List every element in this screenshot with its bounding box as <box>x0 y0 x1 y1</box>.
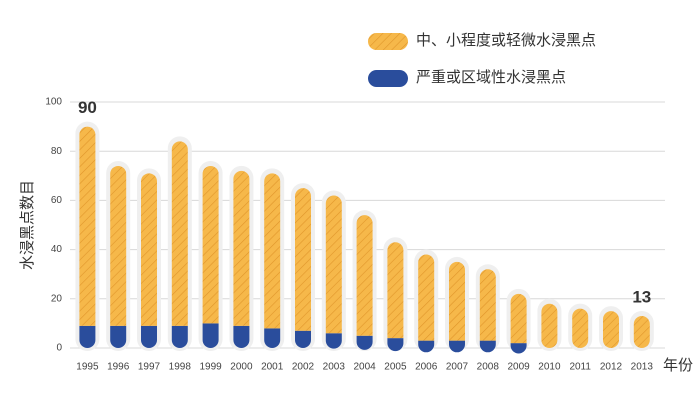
legend-swatch <box>368 70 408 87</box>
bar-segment <box>572 308 589 348</box>
bar-segment <box>233 325 250 348</box>
bar-segment <box>418 340 435 353</box>
x-tick-label: 2010 <box>538 362 561 373</box>
y-tick-label: 0 <box>56 343 62 354</box>
x-tick-label: 2005 <box>384 362 407 373</box>
bar-segment <box>510 293 527 344</box>
bar-segment <box>264 328 281 348</box>
total-label: 90 <box>78 98 97 117</box>
x-tick-label: 2007 <box>446 362 469 373</box>
bar-segment <box>202 165 219 324</box>
bar-segment <box>541 303 558 348</box>
bar-segment <box>356 215 373 336</box>
bar-segment <box>510 343 527 354</box>
bar-segment <box>418 254 435 341</box>
bar-segment <box>171 141 188 326</box>
bar-segment <box>325 195 342 334</box>
bar-segment <box>79 126 96 326</box>
bar-segment <box>110 165 127 326</box>
x-tick-label: 2009 <box>507 362 530 373</box>
bar-segment <box>264 173 281 329</box>
x-tick-label: 2000 <box>230 362 253 373</box>
x-tick-label: 1998 <box>169 362 192 373</box>
bar-segment <box>141 173 157 326</box>
bar-segment <box>449 340 465 353</box>
legend-label: 中、小程度或轻微水浸黑点 <box>416 32 596 49</box>
bar-segment <box>233 170 250 326</box>
bar-segment <box>295 188 311 331</box>
y-tick-label: 20 <box>51 293 63 304</box>
x-tick-label: 2008 <box>477 362 500 373</box>
bar-segment <box>325 333 342 349</box>
bar-segment <box>449 261 465 341</box>
bar-segment <box>141 325 157 348</box>
x-tick-label: 2004 <box>353 362 376 373</box>
x-tick-label: 1995 <box>76 362 99 373</box>
x-tick-label: 2013 <box>631 362 654 373</box>
x-tick-label: 2002 <box>292 362 315 373</box>
x-tick-label: 2006 <box>415 362 438 373</box>
bar-segment <box>633 316 650 348</box>
x-tick-label: 2003 <box>323 362 346 373</box>
x-tick-label: 2011 <box>569 362 591 373</box>
y-tick-label: 40 <box>51 244 63 255</box>
bar-segment <box>479 340 496 353</box>
x-tick-label: 1999 <box>199 362 222 373</box>
bar-segment <box>295 330 311 348</box>
x-axis-label: 年份 <box>663 357 693 374</box>
x-tick-label: 1996 <box>107 362 130 373</box>
bar-segment <box>171 325 188 348</box>
legend-swatch <box>368 33 408 50</box>
bar-segment <box>387 242 404 339</box>
bar-segment <box>110 325 127 348</box>
x-tick-label: 2001 <box>261 362 284 373</box>
bar-segment <box>479 269 496 341</box>
bar-segment <box>603 311 619 348</box>
total-label: 13 <box>632 288 651 307</box>
bar-segment <box>202 323 219 348</box>
x-tick-label: 1997 <box>138 362 161 373</box>
x-tick-label: 2012 <box>600 362 623 373</box>
y-tick-label: 80 <box>51 146 63 157</box>
bar-segment <box>356 335 373 350</box>
legend-label: 严重或区域性水浸黑点 <box>416 69 566 86</box>
bar-segment <box>387 338 404 352</box>
y-tick-label: 100 <box>45 97 62 108</box>
y-axis-label: 水浸黑点数目 <box>19 180 36 270</box>
y-tick-label: 60 <box>51 195 63 206</box>
bar-segment <box>79 325 96 348</box>
